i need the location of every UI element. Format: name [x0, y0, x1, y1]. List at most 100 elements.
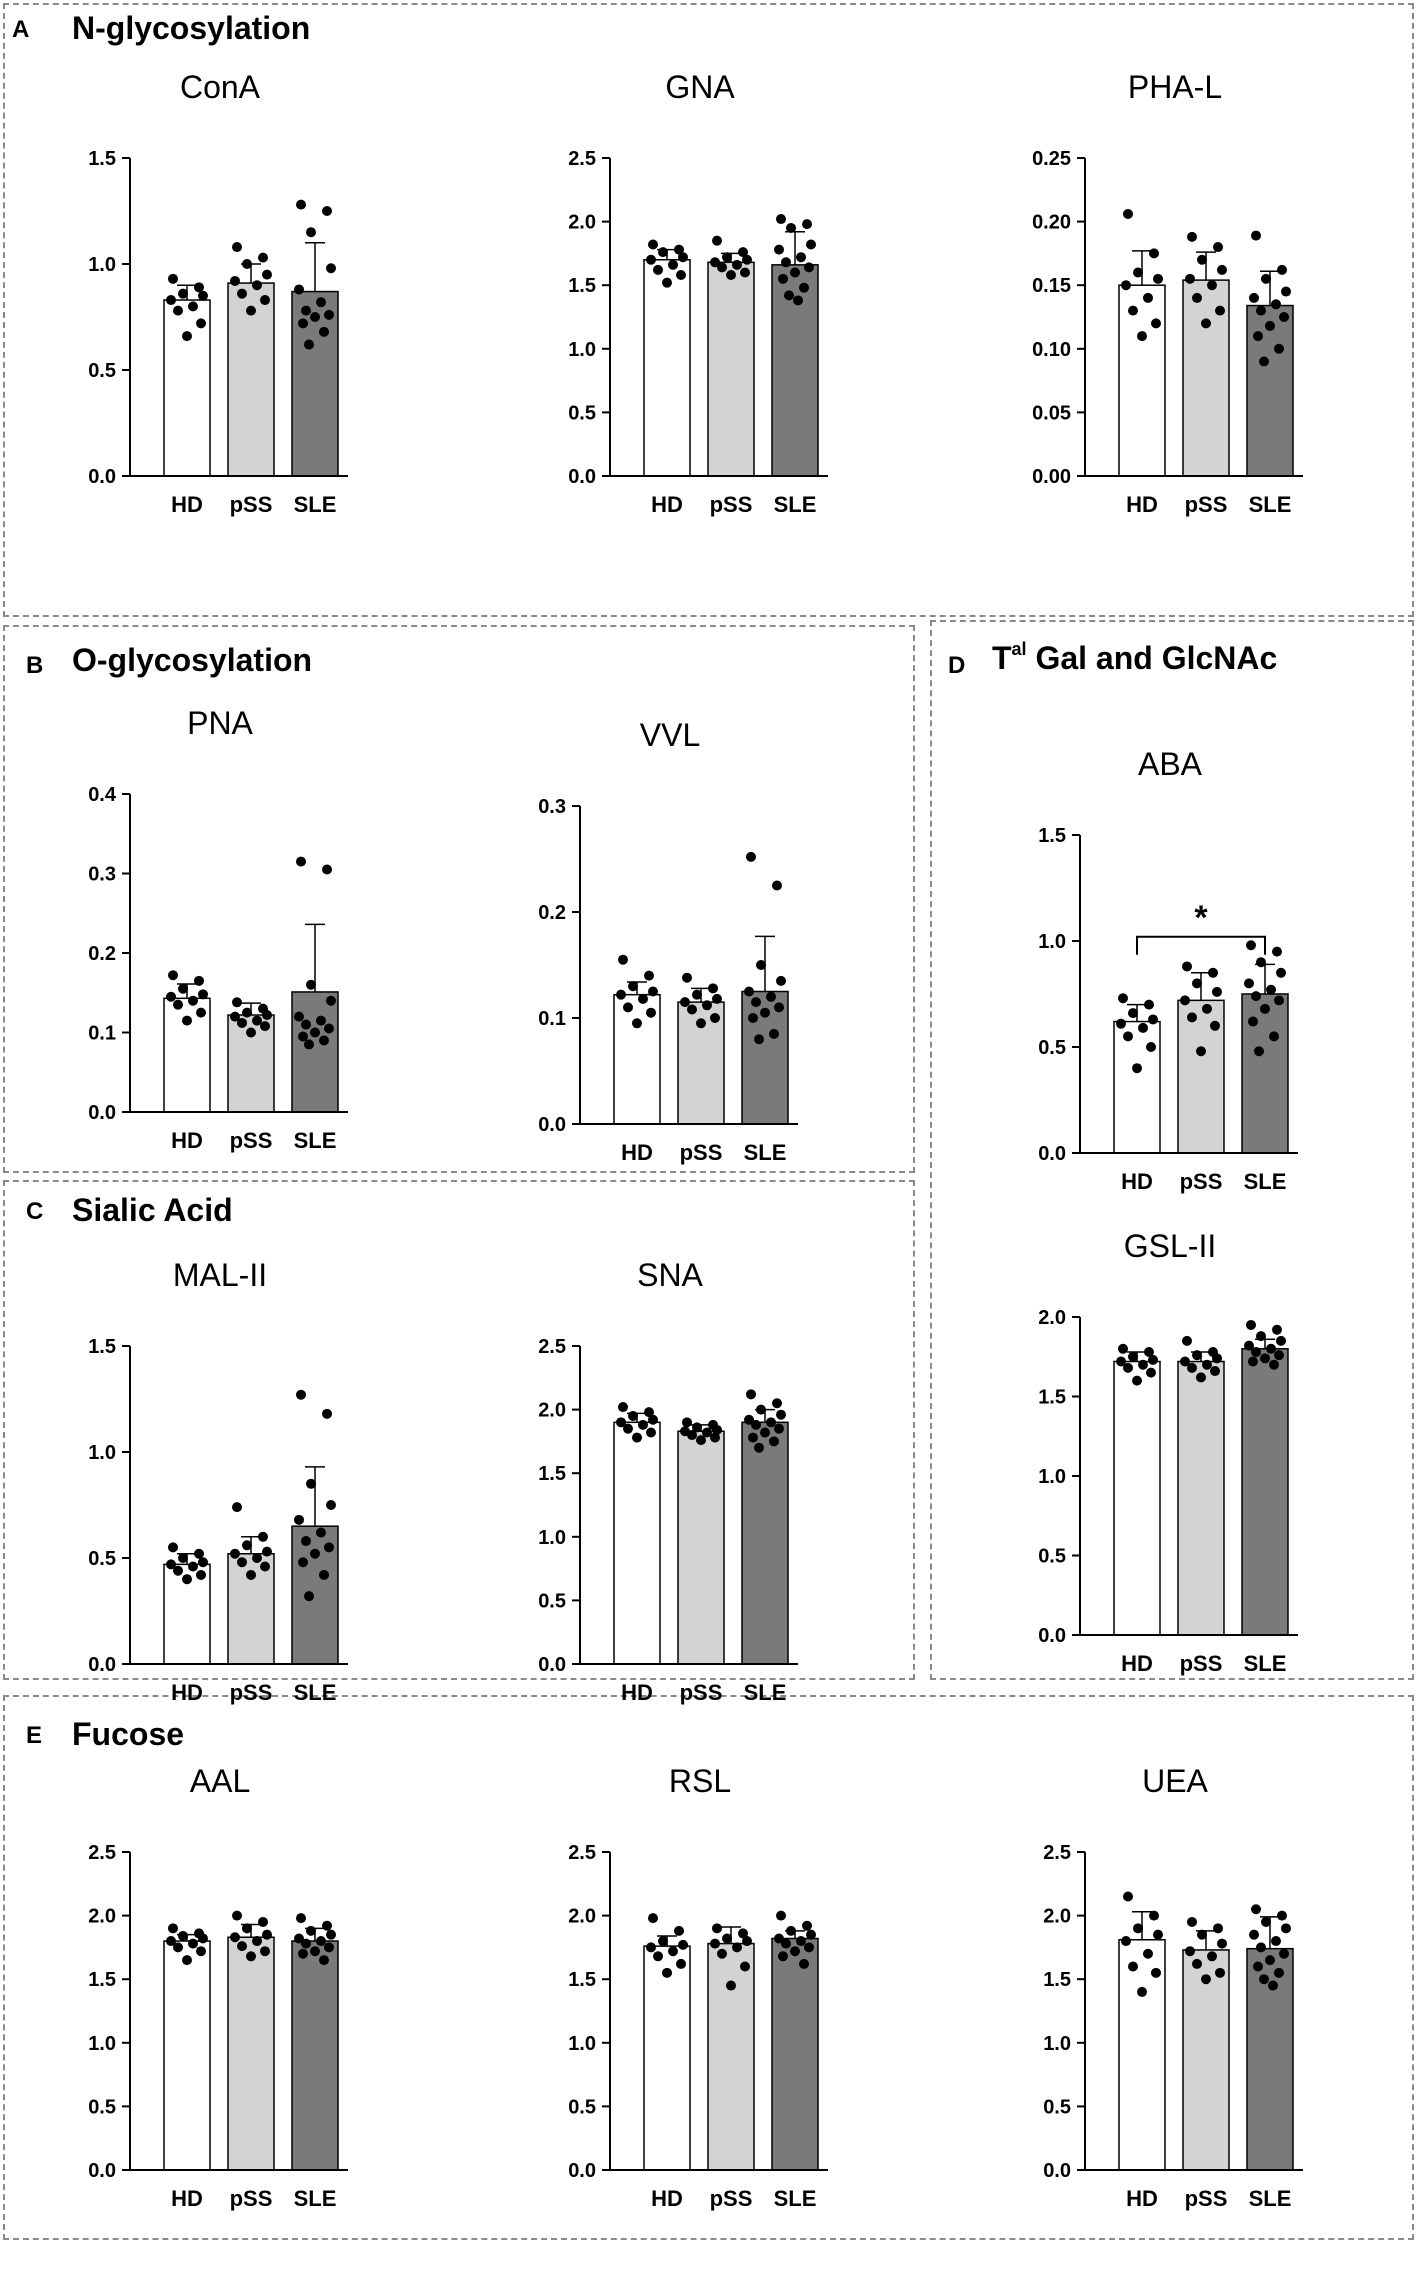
data-point — [793, 295, 803, 306]
bar-SLE — [291, 1940, 339, 2171]
data-point — [188, 995, 198, 1006]
data-point — [1128, 1961, 1138, 1972]
y-tick-label: 0.5 — [568, 402, 596, 424]
bar-SLE — [1241, 993, 1289, 1154]
chart-gna: GNA 0.0 0.5 1.0 1.5 2.0 2.5 HD pSS SLE — [568, 69, 828, 517]
data-point — [1137, 331, 1147, 342]
data-point — [242, 1007, 252, 1018]
data-point — [1182, 961, 1192, 972]
data-point — [178, 1553, 188, 1563]
data-point — [168, 1542, 178, 1553]
data-point — [806, 239, 816, 250]
data-point — [638, 1419, 648, 1430]
data-point — [182, 1955, 192, 1966]
data-point — [166, 1936, 176, 1947]
data-point — [653, 264, 663, 275]
data-point — [796, 1936, 806, 1947]
data-point — [1207, 1951, 1217, 1962]
y-tick-label: 0.4 — [88, 784, 117, 806]
data-point — [324, 1023, 334, 1034]
data-point — [710, 1432, 720, 1443]
data-point — [326, 995, 336, 1006]
data-point — [310, 1946, 320, 1957]
y-tick-label: 0.0 — [1038, 1625, 1066, 1647]
chart-malii: MAL-II 0.0 0.5 1.0 1.5 HD pSS SLE — [88, 1257, 348, 1705]
category-label: SLE — [774, 492, 817, 517]
data-point — [760, 1007, 770, 1018]
bar-SLE — [1241, 1348, 1289, 1636]
data-point — [680, 997, 690, 1008]
data-point — [230, 275, 240, 286]
data-point — [712, 1424, 722, 1435]
data-point — [324, 309, 334, 320]
data-point — [322, 1408, 332, 1419]
chart-title: MAL-II — [173, 1257, 267, 1293]
data-point — [710, 1938, 720, 1949]
data-point — [196, 1946, 206, 1957]
data-point — [1128, 1008, 1138, 1019]
data-point — [237, 1941, 247, 1952]
data-point — [182, 331, 192, 342]
data-point — [173, 305, 183, 316]
data-point — [310, 312, 320, 322]
data-point — [774, 1933, 784, 1944]
data-point — [1138, 1022, 1148, 1033]
data-point — [296, 199, 306, 210]
data-point — [246, 1951, 256, 1962]
chart-title: PHA-L — [1128, 69, 1222, 105]
data-point — [1272, 1324, 1282, 1335]
data-point — [1217, 264, 1227, 275]
data-point — [316, 1936, 326, 1947]
data-point — [751, 1419, 761, 1430]
significance-label: * — [1194, 899, 1208, 937]
y-tick-label: 0.5 — [1038, 1037, 1066, 1059]
data-point — [676, 270, 686, 281]
data-point — [1148, 1354, 1158, 1365]
data-point — [740, 1961, 750, 1972]
data-point — [258, 1531, 268, 1542]
data-point — [1256, 1331, 1266, 1342]
data-point — [1269, 1359, 1279, 1370]
data-point — [726, 270, 736, 281]
panel-e-letter: E — [26, 1722, 43, 1749]
category-label: HD — [651, 2186, 683, 2211]
data-point — [1260, 1003, 1270, 1014]
data-point — [198, 1933, 208, 1944]
data-point — [1197, 1929, 1207, 1940]
bar-HD — [643, 259, 691, 477]
data-point — [784, 290, 794, 301]
data-point — [194, 975, 204, 986]
data-point — [742, 1936, 752, 1947]
data-point — [687, 1004, 697, 1015]
data-point — [182, 1574, 192, 1585]
data-point — [246, 1569, 256, 1580]
data-point — [781, 1938, 791, 1949]
data-point — [710, 257, 720, 268]
chart-title: UEA — [1142, 1763, 1208, 1799]
y-tick-label: 2.5 — [568, 1842, 596, 1864]
data-point — [618, 954, 628, 965]
y-tick-label: 0.0 — [88, 1654, 116, 1676]
category-label: SLE — [744, 1680, 787, 1705]
data-point — [319, 1569, 329, 1580]
y-tick-label: 0.15 — [1032, 275, 1071, 297]
y-tick-label: 0.10 — [1032, 339, 1071, 361]
panel-c-border — [3, 1180, 915, 1680]
data-point — [296, 1389, 306, 1400]
data-point — [1187, 231, 1197, 242]
y-tick-label: 0.0 — [538, 1114, 566, 1136]
data-point — [1254, 1046, 1264, 1057]
data-point — [188, 301, 198, 312]
data-point — [678, 252, 688, 263]
data-point — [1246, 1319, 1256, 1330]
category-label: pSS — [230, 2186, 273, 2211]
chart-title: AAL — [190, 1763, 250, 1799]
bar-pSS — [707, 261, 755, 477]
data-point — [182, 1015, 192, 1026]
data-point — [168, 1923, 178, 1934]
data-point — [774, 1423, 784, 1434]
data-point — [322, 864, 332, 875]
data-point — [173, 1565, 183, 1576]
panel-d-title-prefix: T — [992, 640, 1012, 676]
data-point — [662, 277, 672, 288]
